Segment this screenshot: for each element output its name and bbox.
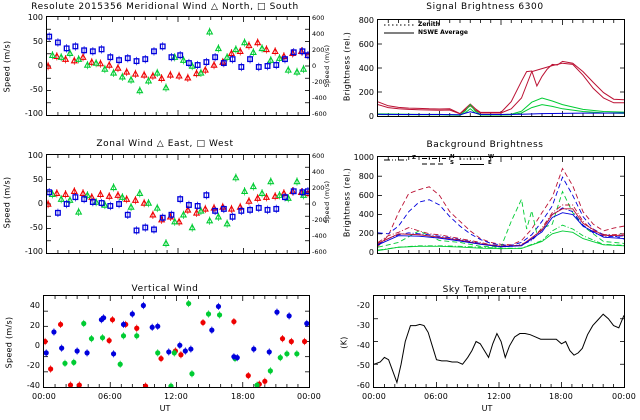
xtick-v-2: 12:00 xyxy=(163,392,189,401)
ytick-m-4: -100 xyxy=(24,109,43,118)
legend-label-n: N xyxy=(450,154,455,160)
xtick-t-4: 00:00 xyxy=(611,392,637,401)
panel-background-brightness: Background Brightness Brightness (rel.) … xyxy=(330,136,640,268)
legend-label-s: S xyxy=(450,160,454,166)
legend-signal-brightness: Zenith NSWE Average xyxy=(382,21,492,39)
legend-label-nswe-average: NSWE Average xyxy=(418,29,468,36)
xtick-t-0: 00:00 xyxy=(361,392,387,401)
ytick-zr-1: 400 xyxy=(312,168,325,176)
panel-sky-temperature: Sky Temperature (K) -20 -30 -40 -50 -60 … xyxy=(330,276,640,420)
ytick-b-5: 0 xyxy=(368,248,374,257)
ytick-zr-0: 600 xyxy=(312,152,325,160)
plot-area-meridional-wind xyxy=(46,16,310,116)
ytick-z-0: 100 xyxy=(27,151,43,160)
ytick-v-1: 20 xyxy=(29,321,40,330)
ytick-t-0: -20 xyxy=(356,301,370,310)
legend-label-z: Z xyxy=(412,155,416,161)
legend-label-zenith: Zenith xyxy=(418,21,440,28)
ytick-z-3: -50 xyxy=(29,223,43,232)
ytick-t-3: -50 xyxy=(356,361,370,370)
ytick-t-2: -40 xyxy=(356,341,370,350)
panel-title-background-brightness: Background Brightness xyxy=(426,140,544,150)
ytick-b-1: 800 xyxy=(358,172,374,181)
ytick-zr-6: -600 xyxy=(312,248,327,256)
plot-area-sky-temperature xyxy=(373,295,625,388)
ytick-t-1: -30 xyxy=(356,321,370,330)
xtick-v-1: 06:00 xyxy=(97,392,123,401)
y-axis-label-vertical: Speed (m/s) xyxy=(4,316,14,369)
ytick-m-0: 100 xyxy=(27,13,43,22)
x-axis-label-sky-temp: UT xyxy=(481,404,493,413)
ytick-zr-3: 0 xyxy=(312,200,317,208)
ytick-z-1: 50 xyxy=(32,175,43,184)
ytick-b-3: 400 xyxy=(358,210,374,219)
plot-area-signal-brightness xyxy=(377,19,625,117)
panel-title-zonal-wind: Zonal Wind △ East, □ West xyxy=(96,139,234,149)
ytick-mr-4: -200 xyxy=(312,78,327,86)
ytick-m-1: 50 xyxy=(32,37,43,46)
xtick-v-4: 00:00 xyxy=(296,392,322,401)
ytick-zr-5: -400 xyxy=(312,232,327,240)
xtick-t-2: 12:00 xyxy=(486,392,512,401)
panel-title-signal-brightness: Signal Brightness 6300 xyxy=(426,2,544,12)
legend-lines-icon xyxy=(384,158,484,165)
ytick-mr-2: 200 xyxy=(312,46,325,54)
ytick-t-4: -60 xyxy=(356,381,370,390)
panel-title-meridional-wind: Resolute 2015356 Meridional Wind △ North… xyxy=(31,2,299,12)
legend-label-w: W xyxy=(488,154,495,160)
ytick-z-2: 0 xyxy=(37,199,43,208)
y-axis-label-meridional: Speed (m/s) xyxy=(2,40,12,93)
ytick-mr-3: 0 xyxy=(312,62,317,70)
legend-lines-icon xyxy=(384,24,414,34)
ytick-s-1: 600 xyxy=(358,40,374,49)
legend-label-e: E xyxy=(488,160,492,166)
ytick-b-0: 1000 xyxy=(353,153,374,162)
ytick-mr-0: 600 xyxy=(312,14,325,22)
ytick-mr-1: 400 xyxy=(312,30,325,38)
ytick-s-3: 200 xyxy=(358,88,374,97)
panel-zonal-wind: Zonal Wind △ East, □ West Speed (m/s) Sp… xyxy=(0,136,332,268)
ytick-zr-4: -200 xyxy=(312,216,327,224)
panel-vertical-wind: Vertical Wind Speed (m/s) 40 20 0 -20 -4… xyxy=(0,276,330,420)
ytick-s-2: 400 xyxy=(358,64,374,73)
plot-area-background-brightness xyxy=(377,156,625,254)
x-axis-label-vertical: UT xyxy=(159,404,171,413)
ytick-v-3: -20 xyxy=(26,361,40,370)
plot-area-zonal-wind xyxy=(46,154,310,254)
legend-background-brightness: Z N S W E xyxy=(382,154,507,172)
xtick-v-3: 18:00 xyxy=(230,392,256,401)
xtick-t-1: 06:00 xyxy=(423,392,449,401)
ytick-b-2: 600 xyxy=(358,191,374,200)
ytick-v-4: -40 xyxy=(26,381,40,390)
ytick-v-0: 40 xyxy=(29,301,40,310)
panel-title-sky-temperature: Sky Temperature xyxy=(442,285,528,295)
panel-meridional-wind: Resolute 2015356 Meridional Wind △ North… xyxy=(0,0,332,130)
xtick-t-3: 18:00 xyxy=(548,392,574,401)
ytick-v-2: 0 xyxy=(34,341,40,350)
ytick-s-0: 800 xyxy=(358,16,374,25)
panel-title-vertical-wind: Vertical Wind xyxy=(131,284,199,294)
ytick-m-2: 0 xyxy=(37,61,43,70)
xtick-v-0: 00:00 xyxy=(31,392,57,401)
ytick-mr-5: -400 xyxy=(312,94,327,102)
y-axis-label-zonal: Speed (m/s) xyxy=(2,176,12,229)
ytick-m-3: -50 xyxy=(29,85,43,94)
panel-signal-brightness: Signal Brightness 6300 Brightness (rel.)… xyxy=(330,0,640,130)
ytick-zr-2: 200 xyxy=(312,184,325,192)
ytick-mr-6: -600 xyxy=(312,110,327,118)
ytick-s-4: 0 xyxy=(368,112,374,121)
ytick-z-4: -100 xyxy=(24,247,43,256)
ytick-b-4: 200 xyxy=(358,229,374,238)
plot-area-vertical-wind xyxy=(43,295,310,388)
